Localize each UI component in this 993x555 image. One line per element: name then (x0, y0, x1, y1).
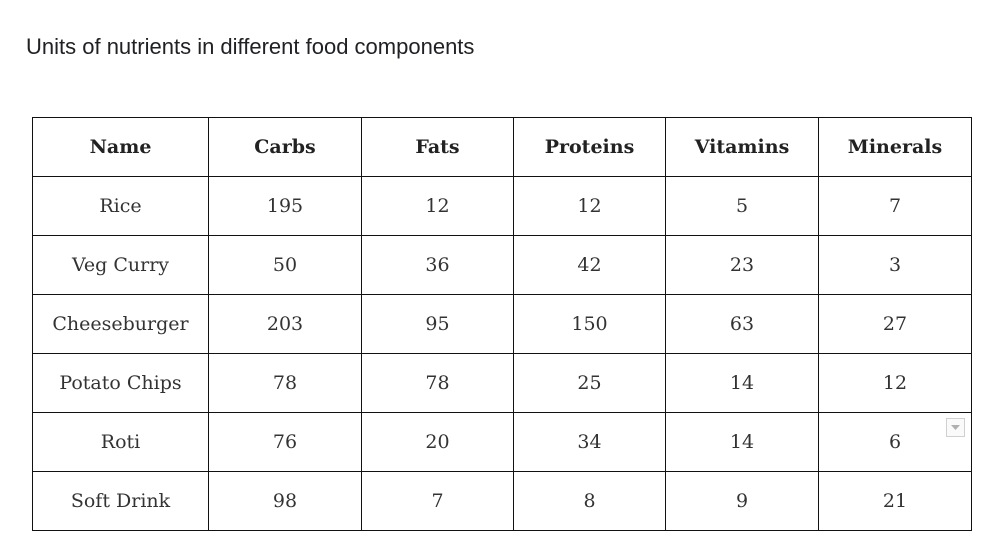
table-cell: 203 (208, 294, 362, 354)
table-row: Potato Chips 78 78 25 14 12 (32, 353, 972, 413)
cell-dropdown-button[interactable] (946, 418, 965, 437)
header-name: Name (32, 117, 209, 177)
table-cell: 36 (361, 235, 514, 295)
table-cell: Veg Curry (32, 235, 209, 295)
table-cell: 20 (361, 412, 514, 472)
table-cell: Potato Chips (32, 353, 209, 413)
page-title: Units of nutrients in different food com… (26, 34, 475, 59)
table-cell: 8 (513, 471, 666, 531)
table-cell: 25 (513, 353, 666, 413)
header-proteins: Proteins (513, 117, 666, 177)
header-carbs: Carbs (208, 117, 362, 177)
table-cell: 21 (818, 471, 972, 531)
table-cell: 14 (665, 353, 819, 413)
header-vitamins: Vitamins (665, 117, 819, 177)
table-cell: 150 (513, 294, 666, 354)
header-minerals: Minerals (818, 117, 972, 177)
table-cell: 27 (818, 294, 972, 354)
table-header-row: Name Carbs Fats Proteins Vitamins Minera… (32, 117, 972, 177)
table-cell: Cheeseburger (32, 294, 209, 354)
table-cell: 23 (665, 235, 819, 295)
table-cell: Rice (32, 176, 209, 236)
table-cell: 12 (513, 176, 666, 236)
table-cell: 12 (361, 176, 514, 236)
table-cell: 195 (208, 176, 362, 236)
nutrients-table: Name Carbs Fats Proteins Vitamins Minera… (32, 117, 972, 531)
table-cell: 76 (208, 412, 362, 472)
table-cell: 34 (513, 412, 666, 472)
table-cell: Soft Drink (32, 471, 209, 531)
table-cell: 98 (208, 471, 362, 531)
table-cell: 78 (361, 353, 514, 413)
table-cell: 63 (665, 294, 819, 354)
chevron-down-icon (951, 425, 960, 430)
table-row: Soft Drink 98 7 8 9 21 (32, 471, 972, 531)
table-cell: 14 (665, 412, 819, 472)
table-cell: 7 (818, 176, 972, 236)
table-cell: 42 (513, 235, 666, 295)
table-row: Cheeseburger 203 95 150 63 27 (32, 294, 972, 354)
table-cell: 5 (665, 176, 819, 236)
table-row: Rice 195 12 12 5 7 (32, 176, 972, 236)
table-row: Roti 76 20 34 14 6 (32, 412, 972, 472)
table-cell: 7 (361, 471, 514, 531)
table-row: Veg Curry 50 36 42 23 3 (32, 235, 972, 295)
header-fats: Fats (361, 117, 514, 177)
table-cell: Roti (32, 412, 209, 472)
table-cell: 3 (818, 235, 972, 295)
table-cell: 95 (361, 294, 514, 354)
table-cell: 9 (665, 471, 819, 531)
table-cell: 50 (208, 235, 362, 295)
table-cell: 12 (818, 353, 972, 413)
table-cell: 78 (208, 353, 362, 413)
